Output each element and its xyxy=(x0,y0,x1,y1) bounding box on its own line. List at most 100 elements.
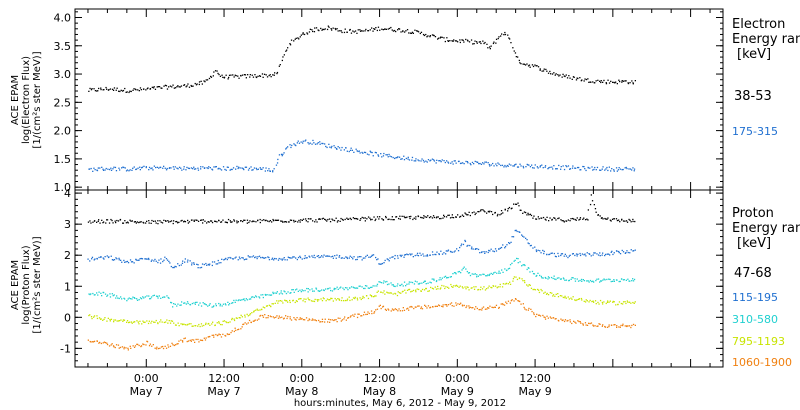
data-point xyxy=(394,308,396,310)
data-point xyxy=(553,165,555,167)
data-point xyxy=(208,166,210,168)
data-point xyxy=(352,30,354,32)
data-point xyxy=(454,272,457,274)
data-point xyxy=(274,302,276,304)
data-point xyxy=(477,275,479,277)
data-point xyxy=(169,220,171,223)
data-point xyxy=(311,319,313,321)
data-point xyxy=(300,141,302,143)
data-point xyxy=(392,284,394,286)
data-point xyxy=(94,258,96,260)
data-point xyxy=(358,313,360,315)
data-point xyxy=(373,216,375,218)
data-point xyxy=(440,250,442,252)
data-point xyxy=(135,168,137,171)
data-point xyxy=(399,284,401,287)
data-point xyxy=(225,74,227,76)
data-point xyxy=(240,220,242,222)
data-point xyxy=(150,296,153,298)
data-point xyxy=(138,344,140,347)
data-point xyxy=(89,314,91,316)
data-point xyxy=(259,297,261,299)
data-point xyxy=(235,317,237,319)
data-point xyxy=(575,299,577,302)
data-point xyxy=(427,35,429,37)
data-point xyxy=(570,218,572,220)
data-point xyxy=(323,298,325,300)
data-point xyxy=(90,167,92,170)
proton-y-tick-label: 2 xyxy=(64,249,71,262)
data-point xyxy=(435,280,438,283)
data-point xyxy=(116,87,118,89)
data-point xyxy=(318,290,320,292)
data-point xyxy=(114,220,116,222)
data-point xyxy=(542,167,544,169)
data-point xyxy=(474,308,476,310)
data-point xyxy=(218,333,220,335)
data-point xyxy=(373,312,375,314)
data-point xyxy=(443,160,445,162)
data-point xyxy=(613,252,615,254)
data-point xyxy=(110,167,112,169)
data-point xyxy=(246,219,249,221)
data-point xyxy=(134,297,136,299)
data-point xyxy=(268,294,270,296)
data-point xyxy=(459,285,461,287)
data-point xyxy=(607,169,609,172)
data-point xyxy=(602,279,604,281)
data-point xyxy=(333,288,335,291)
data-point xyxy=(584,322,587,324)
data-point xyxy=(295,37,297,39)
data-point xyxy=(291,257,293,259)
data-point xyxy=(608,278,610,280)
data-point xyxy=(350,315,352,317)
data-point xyxy=(377,258,379,260)
data-point xyxy=(213,336,215,338)
data-point xyxy=(92,292,94,295)
data-point xyxy=(485,288,488,290)
data-point xyxy=(357,218,359,220)
data-point xyxy=(440,287,442,289)
data-point xyxy=(549,292,551,294)
data-point xyxy=(275,292,278,294)
data-point xyxy=(382,219,385,221)
data-point xyxy=(326,255,328,257)
data-point xyxy=(514,229,516,232)
data-point xyxy=(164,345,166,347)
data-point xyxy=(455,304,458,306)
data-point xyxy=(536,313,538,315)
data-point xyxy=(176,167,178,169)
data-point xyxy=(311,143,313,145)
data-point xyxy=(562,73,564,75)
data-point xyxy=(314,27,316,29)
data-point xyxy=(197,220,200,222)
data-point xyxy=(527,242,529,244)
data-point xyxy=(228,74,231,76)
data-point xyxy=(292,289,294,291)
data-point xyxy=(390,292,392,294)
data-point xyxy=(401,310,404,312)
data-point xyxy=(411,306,413,308)
data-point xyxy=(538,289,540,291)
data-point xyxy=(473,288,476,290)
data-point xyxy=(366,254,368,256)
data-point xyxy=(307,319,309,322)
data-point xyxy=(288,221,290,223)
data-point xyxy=(305,298,307,300)
data-point xyxy=(261,219,263,222)
data-point xyxy=(268,74,270,77)
data-point xyxy=(418,288,420,291)
data-point xyxy=(218,322,220,324)
data-point xyxy=(467,286,469,289)
data-point xyxy=(269,170,271,172)
data-point xyxy=(628,168,630,170)
data-point xyxy=(322,142,324,145)
data-point xyxy=(490,211,493,213)
data-point xyxy=(155,319,157,322)
data-point xyxy=(513,276,515,278)
data-point xyxy=(475,306,477,308)
data-point xyxy=(252,320,254,322)
data-point xyxy=(245,77,247,79)
data-point xyxy=(295,257,297,259)
data-point xyxy=(310,218,312,220)
